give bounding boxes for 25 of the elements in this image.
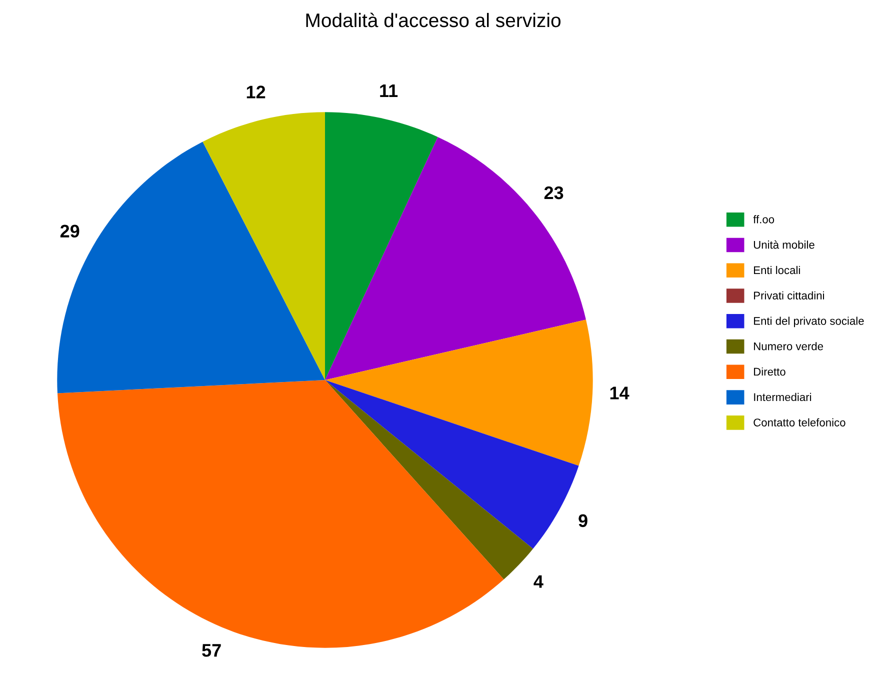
pie-slice bbox=[325, 320, 593, 466]
data-label: 14 bbox=[610, 386, 630, 400]
data-label: 4 bbox=[534, 575, 544, 588]
pie-slice bbox=[202, 112, 325, 380]
legend-label: Diretto bbox=[754, 368, 786, 376]
data-label: 9 bbox=[578, 514, 588, 528]
legend-label: Numero verde bbox=[754, 342, 824, 350]
data-label: 23 bbox=[544, 186, 564, 200]
data-label: 11 bbox=[380, 84, 398, 97]
legend-label: Contatto telefonico bbox=[754, 418, 846, 426]
legend-label: Privati cittadini bbox=[754, 291, 824, 300]
pie-slice bbox=[325, 380, 533, 580]
data-label: 29 bbox=[60, 224, 80, 238]
data-label: 12 bbox=[246, 86, 266, 98]
pie-slice bbox=[325, 137, 586, 380]
pie-slice bbox=[57, 142, 325, 394]
legend-label: ff.oo bbox=[753, 215, 774, 224]
chart-title: Modalità d'accesso al servizio bbox=[306, 12, 560, 28]
legend-label: Intermediari bbox=[754, 392, 812, 402]
pie-slice bbox=[325, 112, 438, 380]
legend-label: Enti del privato sociale bbox=[754, 316, 864, 328]
data-label: 57 bbox=[202, 644, 221, 657]
legend-label: Unità mobile bbox=[754, 240, 814, 249]
pie-slice bbox=[325, 380, 579, 549]
legend-label: Enti locali bbox=[754, 266, 800, 274]
